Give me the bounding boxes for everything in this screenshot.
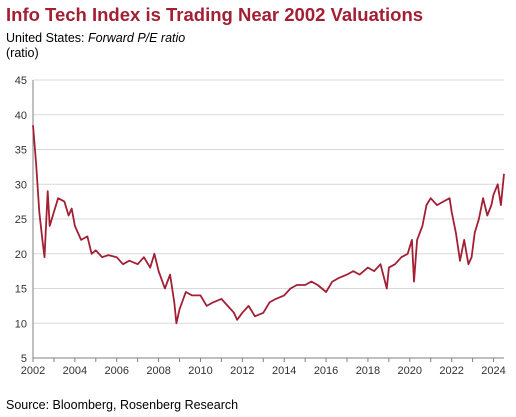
- x-tick-label: 2008: [146, 365, 170, 377]
- axes: [32, 80, 504, 362]
- chart-title: Info Tech Index is Trading Near 2002 Val…: [6, 4, 424, 25]
- y-tick-label: 35: [15, 145, 27, 157]
- x-tick-label: 2014: [272, 365, 296, 377]
- x-tick-label: 2004: [63, 365, 87, 377]
- series-line: [32, 125, 505, 325]
- chart-subtitle: United States: Forward P/E ratio: [6, 31, 185, 45]
- y-tick-label: 10: [15, 318, 27, 330]
- y-tick-label: 20: [15, 249, 27, 261]
- x-tick-label: 2016: [314, 365, 338, 377]
- x-tick-label: 2018: [356, 365, 380, 377]
- x-tick-label: 2010: [188, 365, 212, 377]
- subtitle-country: United States:: [6, 31, 88, 45]
- y-tick-label: 40: [15, 110, 27, 122]
- source-note: Source: Bloomberg, Rosenberg Research: [6, 398, 239, 412]
- x-tick-label: 2012: [230, 365, 254, 377]
- x-axis-tick-labels: 2002 2004 2006 2008 2010 2012 2014 2016 2018 2020…: [21, 365, 506, 377]
- series-group: [32, 125, 505, 325]
- y-axis-unit: (ratio): [6, 46, 39, 60]
- x-tick-label: 2002: [21, 365, 45, 377]
- x-tick-label: 2022: [439, 365, 463, 377]
- subtitle-measure: Forward P/E ratio: [88, 31, 186, 45]
- y-tick-label: 45: [15, 75, 27, 87]
- x-tick-label: 2020: [398, 365, 422, 377]
- x-tick-label: 2006: [104, 365, 128, 377]
- y-tick-label: 15: [15, 284, 27, 296]
- y-axis-tick-labels: 5 10 15 20 25 30 35 40 45: [15, 75, 27, 365]
- y-tick-label: 5: [21, 353, 27, 365]
- x-tick-label: 2024: [481, 365, 505, 377]
- y-tick-label: 25: [15, 214, 27, 226]
- y-tick-label: 30: [15, 179, 27, 191]
- gridlines: [33, 79, 504, 324]
